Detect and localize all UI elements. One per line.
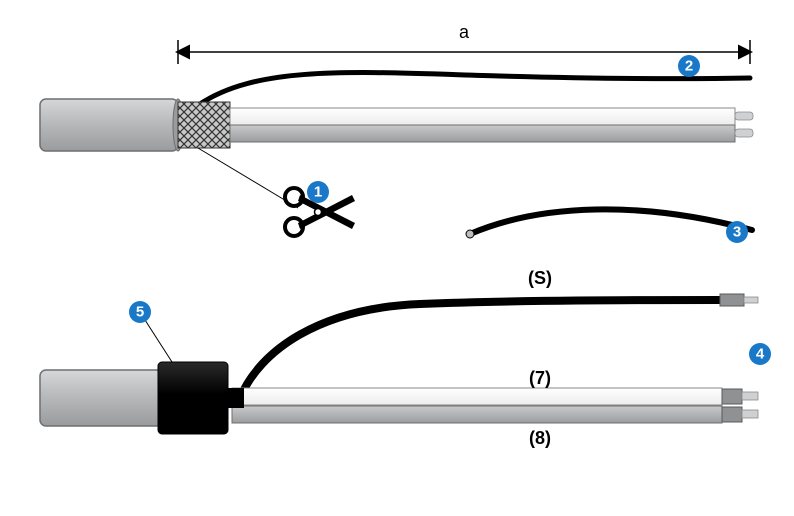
lower-conductor-grey [232,406,722,423]
callout-3-label: 3 [733,224,741,241]
lower-jacket [40,370,178,426]
lower-tip-white [742,392,758,400]
cut-wire-endcap [466,230,474,238]
lower-tip-grey [742,410,758,418]
diagram-stage: a [0,0,794,516]
upper-conductor-white [230,108,735,125]
upper-mesh [178,102,230,148]
lower-leader [145,320,172,362]
lower-shield-tip [744,297,758,303]
callout-5-label: 5 [136,304,144,321]
paren-label: (S) [528,268,552,288]
dimension-a: a [178,22,750,64]
upper-shield-wire [200,73,750,104]
callout-1-label: 1 [314,184,322,201]
upper-leader [198,148,298,208]
upper-tip-white [735,112,753,120]
paren-label: (8) [529,428,551,448]
upper-tip-grey [735,129,753,137]
lower-shield-ferrule [720,294,744,306]
callout-2-label: 2 [685,58,693,75]
lower-conductor-white [232,388,722,405]
upper-jacket [40,99,178,151]
lower-ferrule-white [722,389,742,404]
upper-conductor-grey [230,125,735,142]
lower-ferrule-grey [722,407,742,422]
cut-wire-path [470,209,752,234]
lower-heatshrink [158,362,228,434]
upper-assembly [40,73,753,208]
lower-heatshrink-neck [228,388,244,408]
paren-label: (7) [529,368,551,388]
cut-shield-piece [466,209,752,238]
lower-shield-wire [240,300,720,398]
dim-label: a [459,22,470,42]
callout-4-label: 4 [756,346,765,363]
